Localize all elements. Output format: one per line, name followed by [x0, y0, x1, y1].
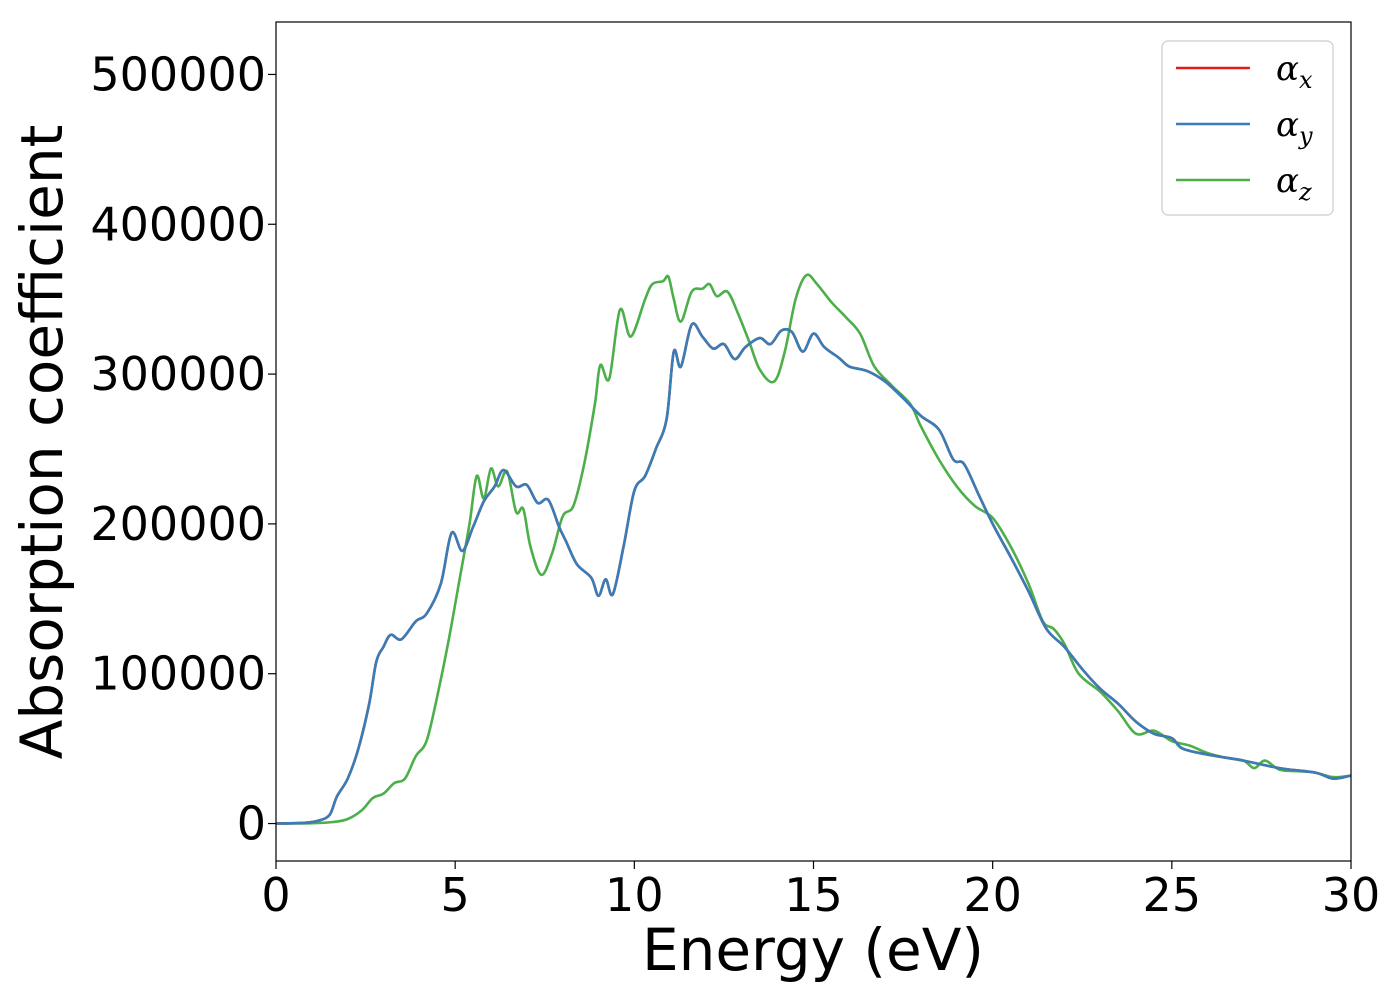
- y-tick-label: 200000: [90, 497, 266, 551]
- x-tick-label: 0: [261, 868, 290, 922]
- y-tick-label: 100000: [90, 647, 266, 701]
- x-axis: 0 5 10 15 20 25 30: [261, 861, 1380, 922]
- legend-label-x: αx: [1276, 49, 1313, 94]
- y-axis: 0 100000 200000 300000 400000 500000: [90, 47, 276, 851]
- series-line-y: [276, 322, 1351, 825]
- y-tick-label: 300000: [90, 347, 266, 401]
- legend-label-z: αz: [1276, 161, 1312, 206]
- x-axis-title: Energy (eV): [642, 916, 984, 984]
- legend-label-y: αy: [1276, 105, 1313, 150]
- legend-frame: [1161, 40, 1334, 216]
- x-tick-label: 15: [784, 868, 843, 922]
- x-tick-label: 5: [441, 868, 470, 922]
- x-tick-label: 25: [1143, 868, 1202, 922]
- x-tick-label: 30: [1322, 868, 1381, 922]
- x-tick-label: 20: [963, 868, 1022, 922]
- y-tick-label: 0: [237, 797, 266, 851]
- series-line-z: [276, 273, 1351, 825]
- y-tick-label: 500000: [90, 47, 266, 101]
- legend: αx αy αz: [1161, 40, 1334, 216]
- y-axis-title: Absorption coefficient: [8, 125, 76, 760]
- y-tick-label: 400000: [90, 197, 266, 251]
- x-tick-label: 10: [605, 868, 664, 922]
